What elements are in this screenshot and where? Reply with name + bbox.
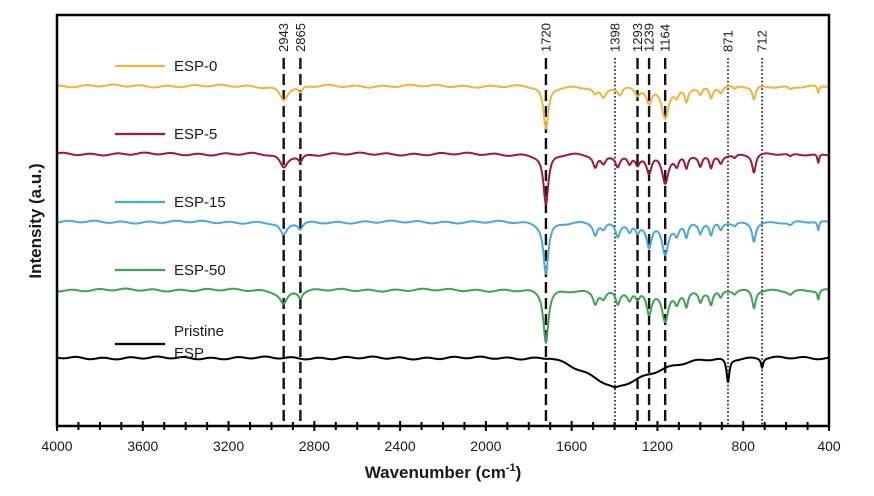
x-tick-label: 2000 xyxy=(470,438,501,454)
legend: ESP-0 ESP-5 ESP-15 ESP-50 Pristine ESP xyxy=(115,58,226,362)
legend-label: Pristine xyxy=(174,323,224,340)
legend-label: ESP xyxy=(174,345,204,362)
x-axis-title-main: Wavenumber (cm xyxy=(365,463,506,482)
peak-marker-label: 2865 xyxy=(293,23,308,52)
x-tick-label: 800 xyxy=(732,438,756,454)
legend-label: ESP-15 xyxy=(174,194,226,211)
x-tick-label: 1200 xyxy=(642,438,673,454)
x-tick-label: 3200 xyxy=(213,438,244,454)
series-line-pristine-esp xyxy=(56,355,830,389)
peak-marker-label: 712 xyxy=(755,30,770,52)
peak-marker-lines xyxy=(282,58,763,426)
x-tick-label: 2400 xyxy=(385,438,416,454)
x-tick-label: 2800 xyxy=(299,438,330,454)
series-line-esp-50 xyxy=(56,287,830,344)
y-axis-title: Intensity (a.u.) xyxy=(26,163,45,278)
peak-marker-label: 1293 xyxy=(630,23,645,52)
peak-marker-label: 1239 xyxy=(642,23,657,52)
series-line-esp-5 xyxy=(56,151,830,206)
legend-label: ESP-50 xyxy=(174,262,226,279)
x-tick-label: 1600 xyxy=(556,438,587,454)
x-tick-label: 4000 xyxy=(41,438,72,454)
x-axis-ticks xyxy=(56,421,830,431)
peak-marker-label: 1398 xyxy=(607,23,622,52)
x-tick-label: 3600 xyxy=(127,438,158,454)
legend-label: ESP-5 xyxy=(174,126,217,143)
peak-marker-label: 871 xyxy=(720,30,735,52)
x-axis-title: Wavenumber (cm-1) xyxy=(365,462,522,482)
peak-marker-label: 2943 xyxy=(276,23,291,52)
x-axis-title-close: ) xyxy=(516,463,522,482)
series-line-esp-0 xyxy=(56,83,830,130)
legend-label: ESP-0 xyxy=(174,58,217,75)
x-tick-label: 400 xyxy=(817,438,841,454)
series-lines xyxy=(56,83,830,389)
peak-marker-label: 1720 xyxy=(538,23,553,52)
x-axis-tick-labels: 4000 3600 3200 2800 2400 2000 1600 1200 800 400 xyxy=(41,438,840,454)
peak-marker-label: 1164 xyxy=(658,24,673,52)
x-axis-title-sup: -1 xyxy=(506,462,516,474)
series-line-esp-15 xyxy=(56,219,830,275)
